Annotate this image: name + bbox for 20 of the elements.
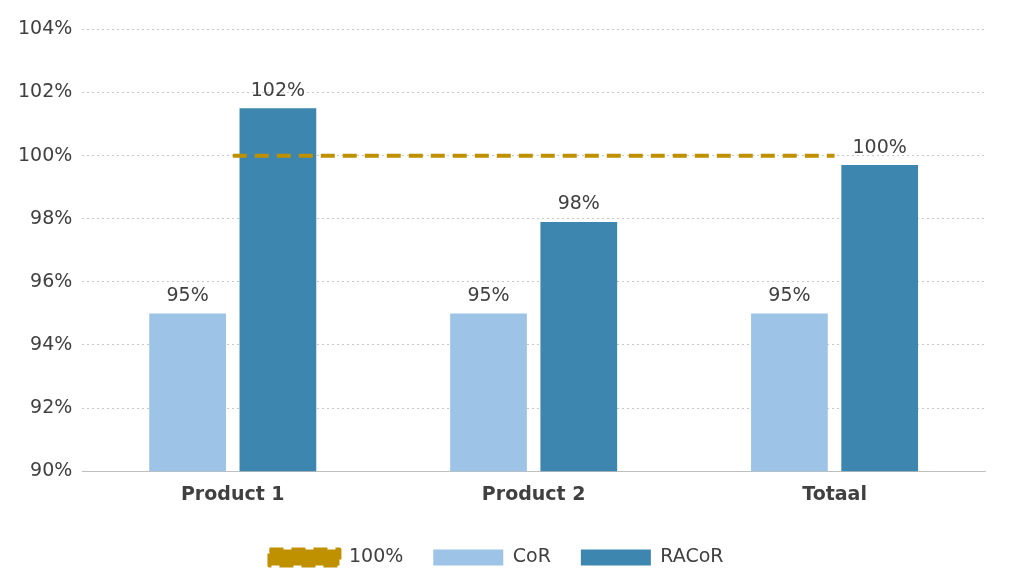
data-label: 102% [250, 77, 306, 100]
x-tick-label: Product 1 [180, 481, 285, 504]
y-tick-label: 92% [30, 395, 73, 418]
y-tick-label: 98% [30, 205, 73, 228]
data-label: 100% [852, 134, 907, 157]
y-tick-label: 96% [30, 268, 73, 291]
legend-label: RACoR [660, 544, 724, 567]
data-label: 95% [166, 282, 209, 305]
y-tick-label: 94% [30, 331, 73, 354]
legend-label: 100% [348, 544, 404, 567]
y-tick-label: 104% [17, 16, 73, 39]
y-tick-label: 90% [30, 458, 73, 481]
data-label: 98% [557, 191, 600, 214]
data-label: 95% [768, 282, 811, 305]
x-tick-label: Totaal [802, 481, 867, 504]
data-label: 95% [467, 282, 510, 305]
x-tick-label: Product 2 [481, 481, 586, 504]
legend-label: CoR [512, 544, 551, 567]
y-tick-label: 102% [17, 79, 73, 102]
y-tick-label: 100% [17, 142, 73, 165]
